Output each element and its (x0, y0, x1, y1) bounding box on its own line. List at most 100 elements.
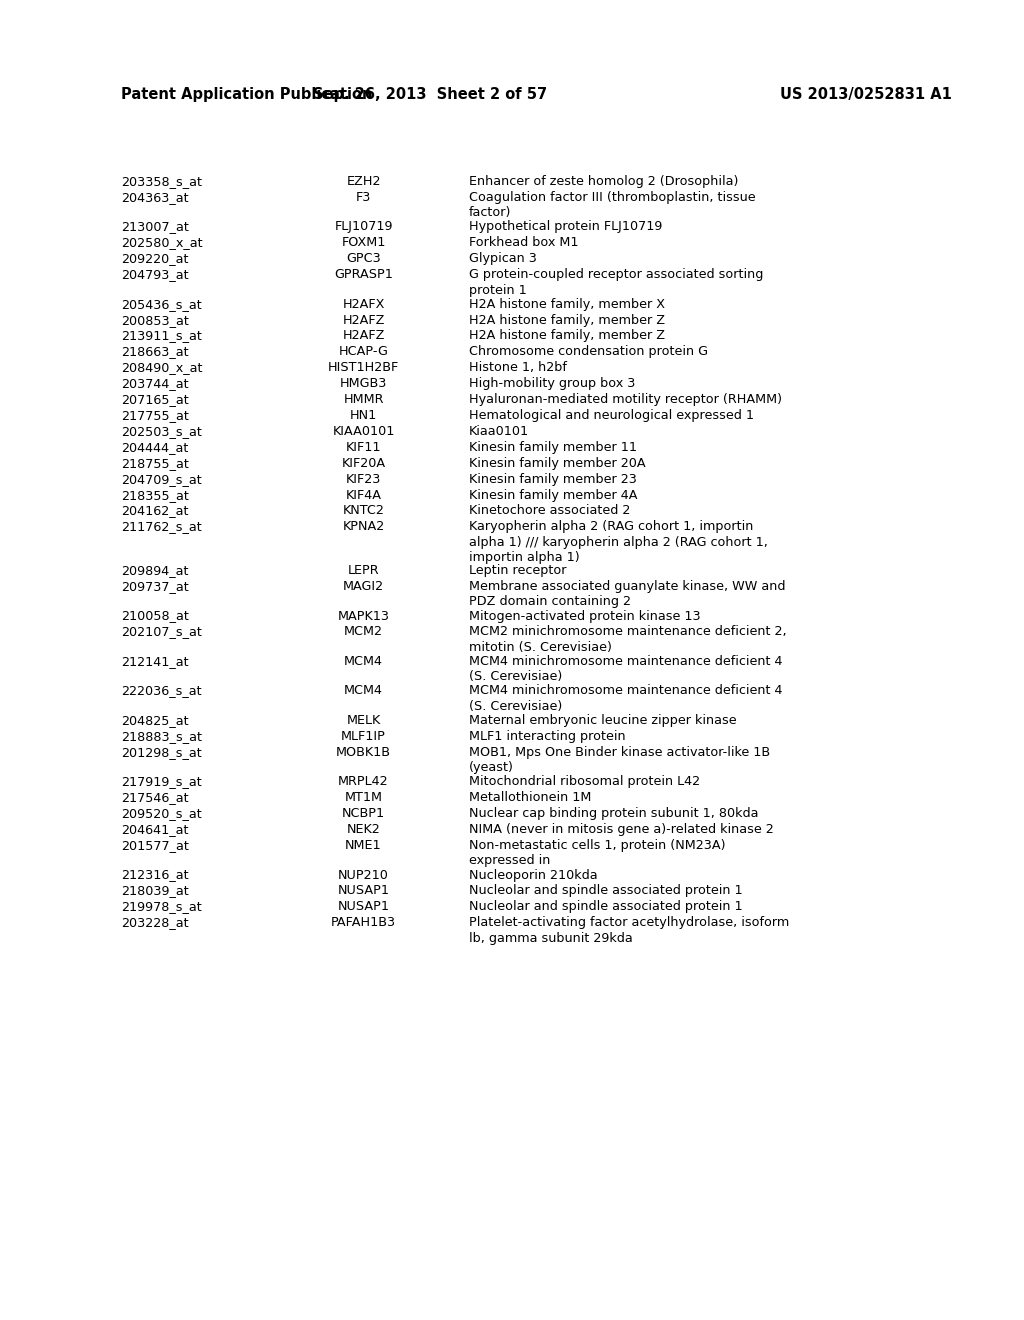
Text: 218755_at: 218755_at (121, 457, 188, 470)
Text: Histone 1, h2bf: Histone 1, h2bf (469, 362, 567, 375)
Text: NUSAP1: NUSAP1 (338, 900, 389, 913)
Text: EZH2: EZH2 (346, 176, 381, 187)
Text: HMGB3: HMGB3 (340, 378, 387, 391)
Text: Nuclear cap binding protein subunit 1, 80kda: Nuclear cap binding protein subunit 1, 8… (469, 808, 759, 820)
Text: Karyopherin alpha 2 (RAG cohort 1, importin
alpha 1) /// karyopherin alpha 2 (RA: Karyopherin alpha 2 (RAG cohort 1, impor… (469, 520, 768, 565)
Text: NCBP1: NCBP1 (342, 808, 385, 820)
Text: 209220_at: 209220_at (121, 252, 188, 265)
Text: 212141_at: 212141_at (121, 655, 188, 668)
Text: 217919_s_at: 217919_s_at (121, 775, 202, 788)
Text: 210058_at: 210058_at (121, 610, 188, 623)
Text: KIF4A: KIF4A (345, 488, 382, 502)
Text: Metallothionein 1M: Metallothionein 1M (469, 791, 592, 804)
Text: Kinesin family member 11: Kinesin family member 11 (469, 441, 637, 454)
Text: H2A histone family, member Z: H2A histone family, member Z (469, 330, 666, 342)
Text: 203228_at: 203228_at (121, 916, 188, 929)
Text: Hyaluronan-mediated motility receptor (RHAMM): Hyaluronan-mediated motility receptor (R… (469, 393, 782, 407)
Text: Enhancer of zeste homolog 2 (Drosophila): Enhancer of zeste homolog 2 (Drosophila) (469, 176, 738, 187)
Text: US 2013/0252831 A1: US 2013/0252831 A1 (780, 87, 952, 103)
Text: 202503_s_at: 202503_s_at (121, 425, 202, 438)
Text: H2A histone family, member X: H2A histone family, member X (469, 298, 665, 310)
Text: Hypothetical protein FLJ10719: Hypothetical protein FLJ10719 (469, 220, 663, 234)
Text: 218663_at: 218663_at (121, 346, 188, 359)
Text: High-mobility group box 3: High-mobility group box 3 (469, 378, 635, 391)
Text: Kiaa0101: Kiaa0101 (469, 425, 529, 438)
Text: 208490_x_at: 208490_x_at (121, 362, 203, 375)
Text: FLJ10719: FLJ10719 (334, 220, 393, 234)
Text: MCM2 minichromosome maintenance deficient 2,
mitotin (S. Cerevisiae): MCM2 minichromosome maintenance deficien… (469, 626, 786, 653)
Text: G protein-coupled receptor associated sorting
protein 1: G protein-coupled receptor associated so… (469, 268, 763, 297)
Text: 213007_at: 213007_at (121, 220, 188, 234)
Text: Non-metastatic cells 1, protein (NM23A)
expressed in: Non-metastatic cells 1, protein (NM23A) … (469, 840, 725, 867)
Text: GPRASP1: GPRASP1 (334, 268, 393, 281)
Text: Glypican 3: Glypican 3 (469, 252, 537, 265)
Text: Mitogen-activated protein kinase 13: Mitogen-activated protein kinase 13 (469, 610, 700, 623)
Text: NIMA (never in mitosis gene a)-related kinase 2: NIMA (never in mitosis gene a)-related k… (469, 824, 774, 836)
Text: 207165_at: 207165_at (121, 393, 188, 407)
Text: KIAA0101: KIAA0101 (333, 425, 394, 438)
Text: Coagulation factor III (thromboplastin, tissue
factor): Coagulation factor III (thromboplastin, … (469, 191, 756, 219)
Text: MLF1 interacting protein: MLF1 interacting protein (469, 730, 626, 743)
Text: HN1: HN1 (350, 409, 377, 422)
Text: MAGI2: MAGI2 (343, 579, 384, 593)
Text: 204709_s_at: 204709_s_at (121, 473, 202, 486)
Text: 217755_at: 217755_at (121, 409, 188, 422)
Text: MRPL42: MRPL42 (338, 775, 389, 788)
Text: HIST1H2BF: HIST1H2BF (328, 362, 399, 375)
Text: 204444_at: 204444_at (121, 441, 188, 454)
Text: 213911_s_at: 213911_s_at (121, 330, 202, 342)
Text: MCM4 minichromosome maintenance deficient 4
(S. Cerevisiae): MCM4 minichromosome maintenance deficien… (469, 685, 782, 713)
Text: 202580_x_at: 202580_x_at (121, 236, 203, 249)
Text: 219978_s_at: 219978_s_at (121, 900, 202, 913)
Text: MOB1, Mps One Binder kinase activator-like 1B
(yeast): MOB1, Mps One Binder kinase activator-li… (469, 746, 770, 775)
Text: Sep. 26, 2013  Sheet 2 of 57: Sep. 26, 2013 Sheet 2 of 57 (313, 87, 547, 103)
Text: Kinesin family member 4A: Kinesin family member 4A (469, 488, 638, 502)
Text: Leptin receptor: Leptin receptor (469, 564, 566, 577)
Text: 201577_at: 201577_at (121, 840, 188, 851)
Text: 205436_s_at: 205436_s_at (121, 298, 202, 310)
Text: KIF23: KIF23 (346, 473, 381, 486)
Text: Membrane associated guanylate kinase, WW and
PDZ domain containing 2: Membrane associated guanylate kinase, WW… (469, 579, 785, 609)
Text: MCM4 minichromosome maintenance deficient 4
(S. Cerevisiae): MCM4 minichromosome maintenance deficien… (469, 655, 782, 684)
Text: KIF20A: KIF20A (341, 457, 386, 470)
Text: Patent Application Publication: Patent Application Publication (121, 87, 373, 103)
Text: Kinesin family member 23: Kinesin family member 23 (469, 473, 637, 486)
Text: 204641_at: 204641_at (121, 824, 188, 836)
Text: 204363_at: 204363_at (121, 191, 188, 203)
Text: MELK: MELK (346, 714, 381, 727)
Text: H2A histone family, member Z: H2A histone family, member Z (469, 314, 666, 326)
Text: MAPK13: MAPK13 (338, 610, 389, 623)
Text: GPC3: GPC3 (346, 252, 381, 265)
Text: 204793_at: 204793_at (121, 268, 188, 281)
Text: Nucleolar and spindle associated protein 1: Nucleolar and spindle associated protein… (469, 900, 742, 913)
Text: 222036_s_at: 222036_s_at (121, 685, 202, 697)
Text: 211762_s_at: 211762_s_at (121, 520, 202, 533)
Text: KPNA2: KPNA2 (342, 520, 385, 533)
Text: Kinesin family member 20A: Kinesin family member 20A (469, 457, 645, 470)
Text: NEK2: NEK2 (347, 824, 380, 836)
Text: PAFAH1B3: PAFAH1B3 (331, 916, 396, 929)
Text: 212316_at: 212316_at (121, 869, 188, 882)
Text: Maternal embryonic leucine zipper kinase: Maternal embryonic leucine zipper kinase (469, 714, 736, 727)
Text: H2AFZ: H2AFZ (342, 330, 385, 342)
Text: 209894_at: 209894_at (121, 564, 188, 577)
Text: NME1: NME1 (345, 840, 382, 851)
Text: MT1M: MT1M (344, 791, 383, 804)
Text: Nucleolar and spindle associated protein 1: Nucleolar and spindle associated protein… (469, 884, 742, 898)
Text: Mitochondrial ribosomal protein L42: Mitochondrial ribosomal protein L42 (469, 775, 700, 788)
Text: 209737_at: 209737_at (121, 579, 188, 593)
Text: 203358_s_at: 203358_s_at (121, 176, 202, 187)
Text: KIF11: KIF11 (346, 441, 381, 454)
Text: KNTC2: KNTC2 (343, 504, 384, 517)
Text: 204162_at: 204162_at (121, 504, 188, 517)
Text: MLF1IP: MLF1IP (341, 730, 386, 743)
Text: MCM4: MCM4 (344, 655, 383, 668)
Text: Hematological and neurological expressed 1: Hematological and neurological expressed… (469, 409, 754, 422)
Text: NUSAP1: NUSAP1 (338, 884, 389, 898)
Text: HMMR: HMMR (343, 393, 384, 407)
Text: 218883_s_at: 218883_s_at (121, 730, 202, 743)
Text: MOBK1B: MOBK1B (336, 746, 391, 759)
Text: 201298_s_at: 201298_s_at (121, 746, 202, 759)
Text: H2AFX: H2AFX (342, 298, 385, 310)
Text: 202107_s_at: 202107_s_at (121, 626, 202, 639)
